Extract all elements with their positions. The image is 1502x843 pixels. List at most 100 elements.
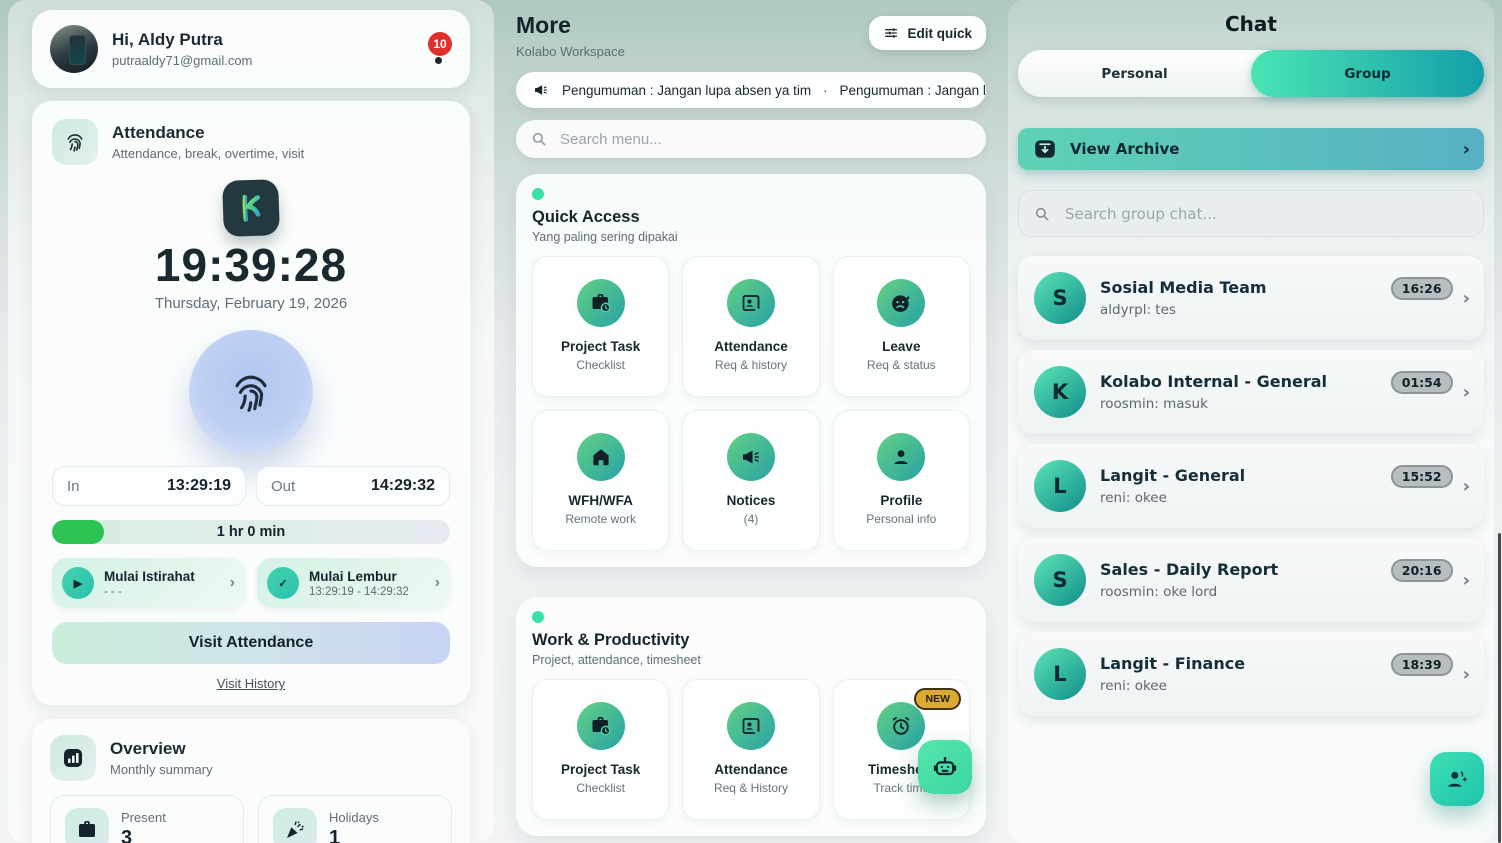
more-panel: More Kolabo Workspace Edit quick Pengumu…: [516, 0, 986, 843]
search-icon: [1033, 205, 1051, 223]
break-value: - - -: [104, 585, 122, 598]
menu-tile[interactable]: WFH/WFA Remote work: [532, 410, 670, 551]
bar-chart-icon: [50, 735, 96, 782]
menu-label: Leave: [882, 339, 921, 354]
tune-icon: [883, 25, 899, 41]
start-break-button[interactable]: ▶ Mulai Istirahat - - - ›: [52, 558, 245, 609]
group-avatar: L: [1034, 460, 1086, 512]
menu-tile[interactable]: Project Task Checklist: [532, 256, 670, 397]
visit-history-link[interactable]: Visit History: [216, 676, 286, 692]
page-title: More: [516, 12, 571, 38]
group-chat-search-input[interactable]: [1063, 203, 1469, 224]
in-time: 13:29:19: [166, 477, 231, 495]
quick-access-section: Quick Access Yang paling sering dipakai …: [516, 174, 986, 567]
chevron-right-icon: ›: [1462, 381, 1470, 403]
announcement-ticker[interactable]: Pengumuman : Jangan lupa absen ya tim · …: [516, 72, 986, 108]
view-archive-button[interactable]: View Archive ›: [1018, 128, 1484, 170]
conversation-list: S Sosial Media Team aldyrpl: tes 16:26 ›…: [1018, 256, 1484, 716]
menu-sublabel: Remote work: [565, 512, 636, 526]
time-badge: 01:54: [1390, 370, 1453, 394]
menu-search-input[interactable]: [558, 129, 972, 149]
home-panel: Hi, Aldy Putra putraaldy71@gmail.com 10 …: [8, 0, 494, 843]
conversation-row[interactable]: K Kolabo Internal - General roosmin: mas…: [1018, 350, 1484, 434]
chat-title: Chat: [1225, 12, 1277, 36]
id-card-icon: [726, 702, 775, 750]
conversation-name: Langit - Finance: [1100, 654, 1246, 673]
group-avatar: L: [1034, 648, 1086, 700]
menu-tile[interactable]: Leave Req & status: [832, 256, 970, 397]
menu-label: WFH/WFA: [568, 493, 633, 508]
conversation-row[interactable]: S Sales - Daily Report roosmin: oke lord…: [1018, 538, 1484, 622]
menu-sublabel: Track time: [873, 781, 930, 795]
conversation-row[interactable]: L Langit - Finance reni: okee 18:39 ›: [1018, 632, 1484, 716]
menu-tile[interactable]: Attendance Req & history: [682, 256, 820, 397]
last-message-preview: reni: okee: [1100, 678, 1167, 694]
menu-sublabel: Req & history: [714, 358, 787, 372]
group-avatar: S: [1034, 272, 1086, 324]
menu-tile[interactable]: Project Task Checklist: [532, 679, 670, 820]
fingerprint-checkin-button[interactable]: [189, 330, 313, 455]
chat-tab[interactable]: Group: [1251, 50, 1484, 97]
time-badge: 18:39: [1390, 652, 1453, 676]
conversation-name: Langit - General: [1100, 466, 1246, 485]
edit-quick-button[interactable]: Edit quick: [869, 16, 986, 50]
out-time: 14:29:32: [370, 477, 435, 495]
assistant-bot-button[interactable]: [918, 740, 972, 794]
section-subtitle: Project, attendance, timesheet: [532, 653, 701, 667]
section-title: Quick Access: [532, 208, 640, 226]
out-label: Out: [271, 477, 296, 495]
sick-face-icon: [877, 279, 926, 327]
overview-title: Overview: [110, 739, 186, 759]
chat-tab[interactable]: Personal: [1101, 65, 1168, 82]
menu-sublabel: Req & History: [713, 781, 788, 795]
menu-tile[interactable]: NEW Timesheet Track time: [832, 679, 970, 820]
menu-label: Attendance: [714, 339, 788, 354]
green-dot-icon: [532, 611, 544, 623]
house-icon: [576, 433, 625, 481]
chevron-right-icon: ›: [1462, 287, 1470, 309]
briefcase-icon: [65, 808, 109, 843]
group-avatar: S: [1034, 554, 1086, 606]
work-productivity-section: Work & Productivity Project, attendance,…: [516, 597, 986, 836]
menu-sublabel: Req & status: [866, 358, 936, 372]
bell-icon: [435, 57, 442, 64]
user-card[interactable]: Hi, Aldy Putra putraaldy71@gmail.com 10: [32, 10, 470, 88]
menu-label: Project Task: [561, 339, 641, 354]
time-badge: 15:52: [1390, 464, 1453, 488]
megaphone-icon: [532, 81, 550, 99]
overtime-value: 13:29:19 - 14:29:32: [309, 585, 409, 598]
notifications[interactable]: 10: [424, 32, 452, 66]
person-icon: [877, 433, 926, 481]
menu-tile[interactable]: Notices (4): [682, 410, 820, 551]
start-overtime-button[interactable]: ✓ Mulai Lembur 13:29:19 - 14:29:32 ›: [257, 558, 450, 609]
briefcase-clock-icon: [576, 702, 625, 750]
stat-label: Present: [121, 810, 166, 826]
announcement-text: Pengumuman : Jangan lupa absen ya tim: [562, 82, 812, 98]
visit-attendance-button[interactable]: Visit Attendance: [52, 622, 450, 665]
menu-tile[interactable]: Attendance Req & History: [682, 679, 820, 820]
menu-label: Project Task: [561, 762, 641, 777]
check-icon: ✓: [267, 567, 299, 600]
conversation-row[interactable]: S Sosial Media Team aldyrpl: tes 16:26 ›: [1018, 256, 1484, 340]
briefcase-clock-icon: [576, 279, 625, 327]
stat-value: 3: [121, 827, 133, 843]
group-avatar: K: [1034, 366, 1086, 418]
scrollbar[interactable]: [1498, 533, 1501, 843]
user-email: putraaldy71@gmail.com: [112, 53, 253, 68]
menu-sublabel: Checklist: [576, 781, 625, 795]
time-badge: 20:16: [1390, 558, 1453, 582]
attendance-subtitle: Attendance, break, overtime, visit: [112, 146, 305, 161]
attendance-title: Attendance: [112, 123, 205, 142]
menu-tile[interactable]: Profile Personal info: [832, 410, 970, 551]
overview-subtitle: Monthly summary: [110, 762, 213, 778]
new-group-chat-button[interactable]: [1430, 752, 1484, 806]
section-subtitle: Yang paling sering dipakai: [532, 230, 678, 244]
overview-card: Overview Monthly summary Present 3: [32, 719, 470, 843]
clock-in-field: In 13:29:19: [52, 466, 246, 507]
conversation-row[interactable]: L Langit - General reni: okee 15:52 ›: [1018, 444, 1484, 528]
green-dot-icon: [532, 188, 544, 200]
menu-label: Notices: [726, 493, 776, 508]
alarm-clock-icon: [877, 702, 926, 750]
clock-date: Thursday, February 19, 2026: [154, 295, 348, 313]
